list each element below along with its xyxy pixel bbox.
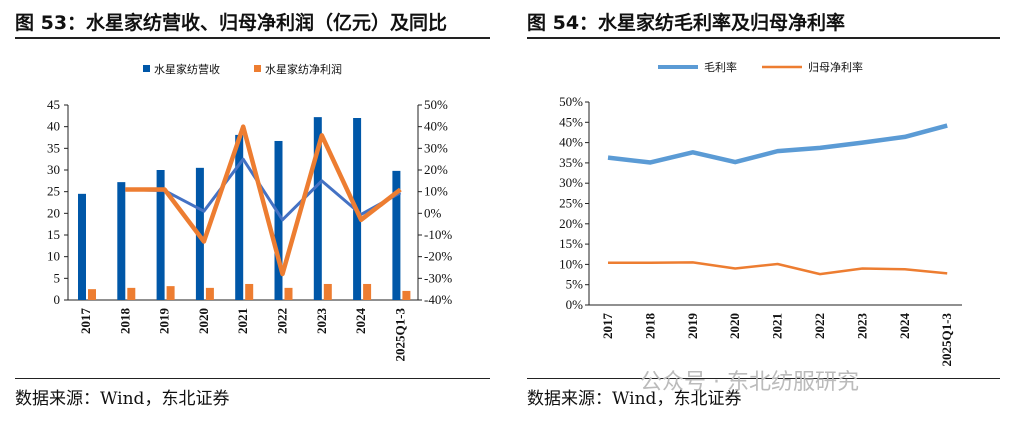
y-tick-label: 35% (559, 155, 583, 170)
y-tick-label: 50% (559, 94, 583, 109)
y-tick-label: 45% (559, 114, 583, 129)
y2-tick-label: 20% (424, 162, 448, 177)
bar-profit (166, 286, 175, 300)
x-tick-label: 2024 (897, 313, 912, 340)
y2-tick-label: -10% (424, 227, 452, 242)
x-tick-label: 2017 (600, 313, 615, 340)
right-chart-title: 图 54：水星家纺毛利率及归母净利率 (527, 12, 846, 34)
y-tick-label: 45 (47, 97, 60, 112)
y2-tick-label: 40% (424, 119, 448, 134)
right-source: 数据来源：Wind，东北证券 (527, 389, 742, 409)
bar-revenue (313, 117, 322, 300)
x-tick-label: 2023 (854, 313, 869, 340)
y-tick-label: 30 (47, 162, 60, 177)
x-tick-label: 2021 (770, 313, 785, 339)
y-tick-label: 0 (54, 292, 61, 307)
bar-profit (127, 287, 136, 300)
legend-swatch (254, 65, 261, 72)
x-tick-label: 2022 (275, 308, 290, 334)
bar-revenue (392, 170, 401, 300)
x-tick-label: 2019 (157, 308, 172, 335)
y2-tick-label: 30% (424, 140, 448, 155)
y-tick-label: 10 (47, 249, 60, 264)
legend-label: 水星家纺营收 (154, 62, 220, 76)
divider (527, 37, 1000, 39)
x-tick-label: 2018 (117, 308, 132, 335)
y-tick-label: 40 (47, 119, 60, 134)
bar-revenue (235, 134, 244, 300)
y2-tick-label: -40% (424, 292, 452, 307)
y-tick-label: 30% (559, 175, 583, 190)
y2-tick-label: 50% (424, 97, 448, 112)
profit-yoy-line (125, 124, 402, 277)
bar-profit (284, 287, 293, 300)
legend-label: 毛利率 (704, 60, 737, 74)
y-tick-label: 20% (559, 216, 583, 231)
x-tick-label: 2018 (642, 313, 657, 340)
x-tick-label: 2025Q1-3 (939, 313, 954, 367)
bar-profit (205, 287, 214, 300)
y2-tick-label: 0% (424, 205, 442, 220)
x-tick-label: 2017 (78, 308, 93, 335)
y-tick-label: 5 (54, 270, 61, 285)
bar-revenue (156, 170, 165, 300)
y-tick-label: 5% (566, 277, 584, 292)
bar-revenue (117, 182, 126, 300)
bar-profit (245, 283, 254, 300)
y-tick-label: 15% (559, 236, 583, 251)
bar-profit (88, 289, 96, 300)
y-tick-label: 35 (47, 140, 60, 155)
y2-tick-label: -30% (424, 270, 452, 285)
y-tick-label: 0% (566, 297, 584, 312)
bar-profit (323, 283, 332, 300)
bar-revenue (78, 193, 86, 300)
y-tick-label: 20 (47, 205, 60, 220)
legend-swatch (143, 65, 150, 72)
divider (527, 378, 1000, 379)
legend-label: 水星家纺净利润 (265, 62, 342, 76)
y-tick-label: 25 (47, 184, 60, 199)
y2-tick-label: 10% (424, 184, 448, 199)
bar-revenue (274, 140, 283, 300)
y-tick-label: 25% (559, 196, 583, 211)
x-tick-label: 2020 (727, 313, 742, 339)
x-tick-label: 2021 (235, 308, 250, 334)
y-tick-label: 15 (47, 227, 60, 242)
legend-label: 归母净利率 (808, 60, 863, 74)
divider (15, 378, 490, 379)
watermark: 公众号 · 东北纺服研究 (640, 370, 859, 395)
net-margin-line (608, 261, 948, 276)
bar-profit (363, 283, 372, 300)
x-tick-label: 2025Q1-3 (392, 308, 407, 362)
y-tick-label: 10% (559, 256, 583, 271)
y-tick-label: 40% (559, 135, 583, 150)
left-source: 数据来源：Wind，东北证券 (15, 389, 230, 409)
x-tick-label: 2022 (812, 313, 827, 339)
gross-margin-line (607, 123, 948, 165)
y2-tick-label: -20% (424, 249, 452, 264)
divider (15, 37, 490, 39)
x-tick-label: 2019 (685, 313, 700, 340)
bar-profit (402, 290, 411, 300)
x-tick-label: 2020 (196, 308, 211, 334)
x-tick-label: 2023 (314, 308, 329, 335)
left-chart-title: 图 53：水星家纺营收、归母净利润（亿元）及同比 (15, 12, 448, 34)
x-tick-label: 2024 (353, 308, 368, 335)
